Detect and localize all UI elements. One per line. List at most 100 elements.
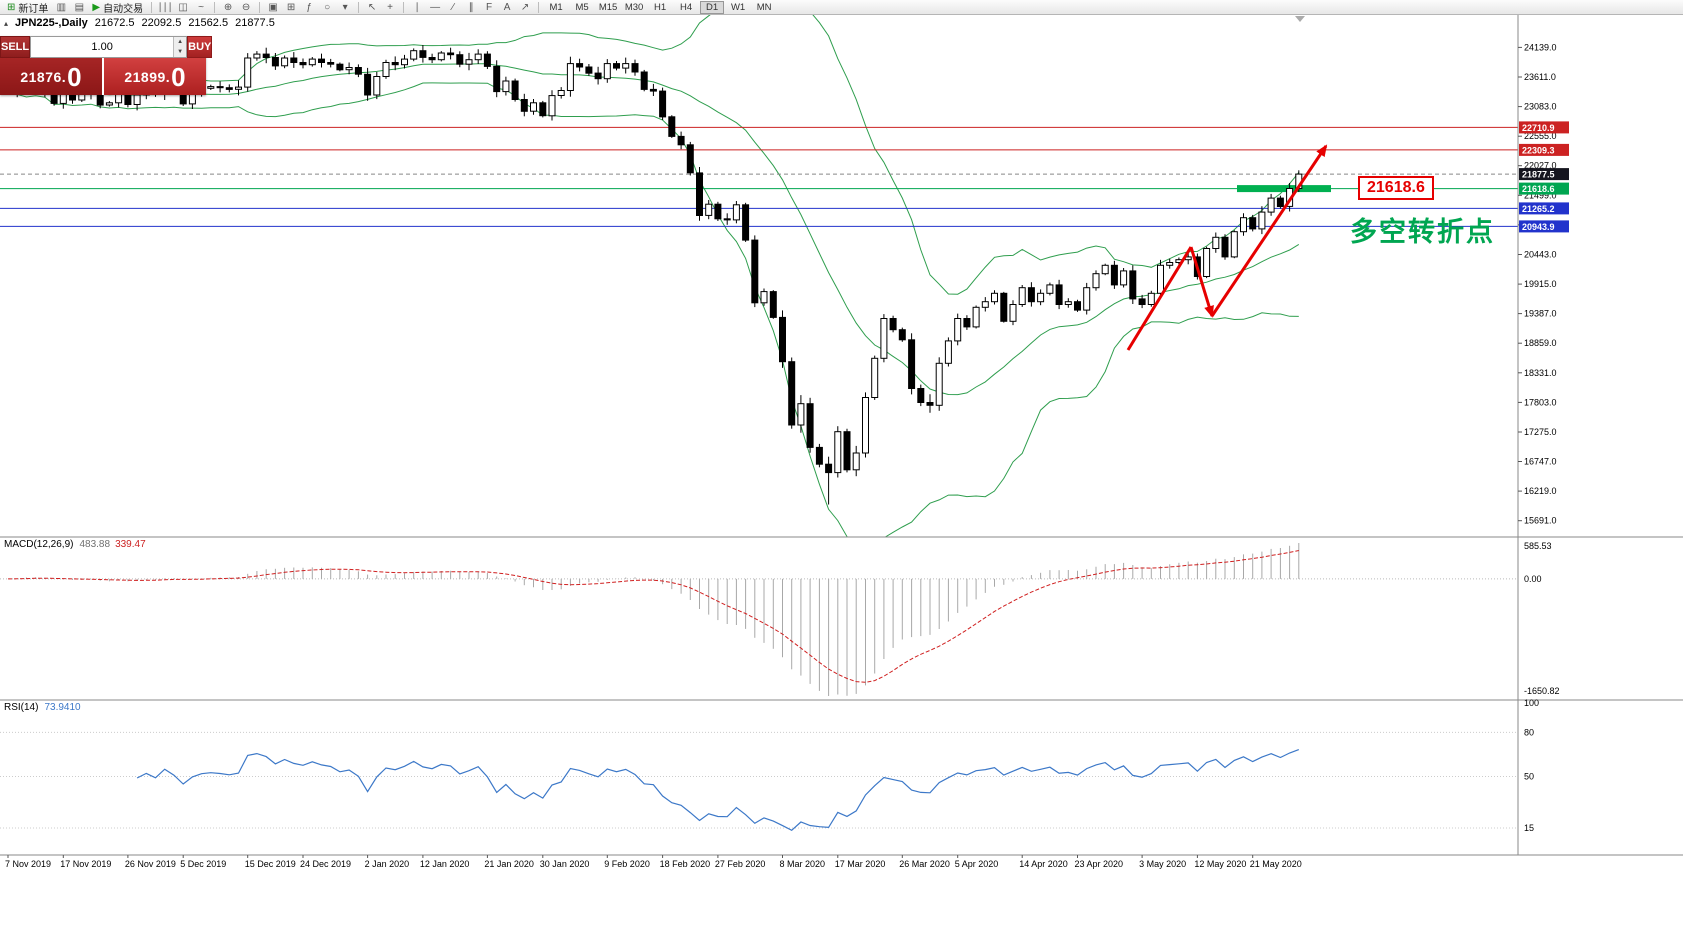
horizontal-line-icon[interactable]: ―	[427, 1, 443, 14]
svg-text:14 Apr 2020: 14 Apr 2020	[1019, 859, 1068, 869]
horizontal-line-icon-icon: ―	[430, 1, 441, 13]
bar-chart-icon-icon: ∣∣∣	[157, 1, 173, 13]
macd-indicator-label: MACD(12,26,9) 483.88 339.47	[4, 539, 146, 550]
svg-text:22309.3: 22309.3	[1522, 145, 1555, 155]
timeframe-m15-button[interactable]: M15	[598, 1, 618, 13]
channel-icon-icon: ∥	[468, 1, 474, 13]
toolbar-separator	[214, 1, 216, 13]
rsi-panel: 100 80 50 15	[0, 698, 1539, 833]
svg-text:21499.0: 21499.0	[1524, 190, 1557, 200]
candlestick-chart-icon-icon: ◫	[178, 1, 188, 13]
svg-text:80: 80	[1524, 727, 1534, 737]
volume-input[interactable]	[31, 37, 174, 57]
svg-text:17 Mar 2020: 17 Mar 2020	[835, 859, 886, 869]
svg-text:21265.2: 21265.2	[1522, 204, 1555, 214]
chart-window-icon[interactable]: ▥	[53, 1, 69, 14]
svg-text:20943.9: 20943.9	[1522, 222, 1555, 232]
chart-shift-marker-icon[interactable]	[1295, 16, 1305, 22]
sell-price[interactable]: 21876. 0	[0, 58, 102, 95]
open-value: 21672.5	[94, 17, 135, 29]
zoom-in-icon[interactable]: ⊕	[220, 1, 236, 14]
candles-layer	[4, 45, 1303, 505]
svg-text:23083.0: 23083.0	[1524, 102, 1557, 112]
svg-text:22027.0: 22027.0	[1524, 161, 1557, 171]
chart-plot-area[interactable]	[0, 14, 1518, 537]
timeframe-h4-button[interactable]: H4	[680, 1, 693, 13]
bar-chart-icon[interactable]: ∣∣∣	[157, 1, 173, 14]
rsi-name: RSI(14)	[4, 702, 39, 713]
svg-text:15: 15	[1524, 823, 1534, 833]
collapse-panel-icon[interactable]: ▴	[4, 18, 9, 28]
templates-dropdown-icon-icon: ▾	[342, 1, 348, 13]
main-chart-plot	[0, 14, 1518, 537]
sell-price-big-digit: 0	[67, 61, 82, 92]
profiles-icon[interactable]: ▤	[71, 1, 87, 14]
new-chart-icon[interactable]: ⊞	[283, 1, 299, 14]
text-label-icon[interactable]: A	[499, 1, 515, 14]
candlestick-chart-icon[interactable]: ◫	[175, 1, 191, 14]
volume-up-button[interactable]: ▲	[174, 37, 187, 47]
price-level-callout[interactable]: 21618.6	[1358, 176, 1434, 200]
svg-text:21 May 2020: 21 May 2020	[1250, 859, 1302, 869]
toolbar-separator	[403, 1, 405, 13]
one-click-trading-panel: SELL ▲ ▼ BUY 21876.0 21899.0	[0, 36, 213, 95]
indicators-icon-icon: ƒ	[306, 1, 312, 13]
vertical-line-icon[interactable]: ∣	[409, 1, 425, 14]
timeframe-mn-button[interactable]: MN	[756, 1, 772, 13]
svg-text:21 Jan 2020: 21 Jan 2020	[484, 859, 534, 869]
svg-text:3 May 2020: 3 May 2020	[1139, 859, 1186, 869]
text-label-icon-icon: A	[503, 1, 511, 13]
arrows-tool-icon[interactable]: ↗	[517, 1, 533, 14]
timeframe-w1-button[interactable]: W1	[730, 1, 746, 13]
buy-button[interactable]: BUY	[187, 36, 213, 58]
timeframe-m5-button[interactable]: M5	[575, 1, 589, 13]
timeframe-d1-button[interactable]: D1	[700, 0, 725, 14]
fibonacci-icon[interactable]: F	[481, 1, 497, 14]
macd-main-value: 483.88	[79, 539, 111, 550]
indicators-icon[interactable]: ƒ	[301, 1, 317, 14]
rsi-value: 73.9410	[44, 702, 81, 713]
buy-price[interactable]: 21899. 0	[104, 58, 206, 95]
periods-icon[interactable]: ○	[319, 1, 335, 14]
macd-signal-value: 339.47	[115, 539, 146, 550]
timeframe-h1-button[interactable]: H1	[654, 1, 667, 13]
svg-text:19387.0: 19387.0	[1524, 309, 1557, 319]
timeframe-m30-button[interactable]: M30	[624, 1, 644, 13]
svg-text:18859.0: 18859.0	[1524, 338, 1557, 348]
svg-text:23 Apr 2020: 23 Apr 2020	[1075, 859, 1124, 869]
profiles-icon-icon: ▤	[74, 1, 85, 13]
autotrading-button[interactable]: ▶ 自动交易	[88, 1, 147, 15]
templates-dropdown-icon[interactable]: ▾	[337, 1, 353, 14]
svg-text:16219.0: 16219.0	[1524, 486, 1557, 496]
svg-text:5 Apr 2020: 5 Apr 2020	[955, 859, 999, 869]
new-order-button[interactable]: ⊞ 新订单	[3, 1, 52, 15]
svg-text:5 Dec 2019: 5 Dec 2019	[180, 859, 226, 869]
channel-icon[interactable]: ∥	[463, 1, 479, 14]
timeframe-m1-button[interactable]: M1	[549, 1, 563, 13]
trendline-icon[interactable]: ∕	[445, 1, 461, 14]
turning-point-annotation[interactable]: 多空转折点	[1350, 217, 1495, 247]
svg-text:26 Mar 2020: 26 Mar 2020	[899, 859, 950, 869]
autotrading-icon: ▶	[92, 1, 101, 13]
low-value: 21562.5	[188, 17, 229, 29]
sell-price-main: 21876.	[20, 68, 67, 85]
crosshair-icon[interactable]: +	[382, 1, 398, 14]
svg-text:24 Dec 2019: 24 Dec 2019	[300, 859, 351, 869]
panel-frame	[0, 14, 1683, 856]
svg-text:18 Feb 2020: 18 Feb 2020	[660, 859, 711, 869]
volume-down-button[interactable]: ▼	[174, 47, 187, 57]
svg-text:22555.0: 22555.0	[1524, 131, 1557, 141]
line-chart-icon[interactable]: ~	[193, 1, 209, 14]
zoom-out-icon[interactable]: ⊖	[238, 1, 254, 14]
sell-button[interactable]: SELL	[0, 36, 31, 58]
tile-windows-icon[interactable]: ▣	[265, 1, 281, 14]
svg-text:12 May 2020: 12 May 2020	[1194, 859, 1246, 869]
svg-text:26 Nov 2019: 26 Nov 2019	[125, 859, 176, 869]
svg-text:30 Jan 2020: 30 Jan 2020	[540, 859, 590, 869]
svg-text:9 Feb 2020: 9 Feb 2020	[604, 859, 650, 869]
date-axis[interactable]: 7 Nov 2019 17 Nov 2019 26 Nov 2019 5 Dec 20…	[5, 855, 1302, 869]
fibonacci-icon-icon: F	[486, 1, 493, 13]
price-axis[interactable]: 24139.0 23611.0 23083.0 22555.0 22027.0 21499…	[1518, 42, 1569, 526]
cursor-icon[interactable]: ↖	[364, 1, 380, 14]
trend-arrows[interactable]	[1126, 144, 1328, 351]
